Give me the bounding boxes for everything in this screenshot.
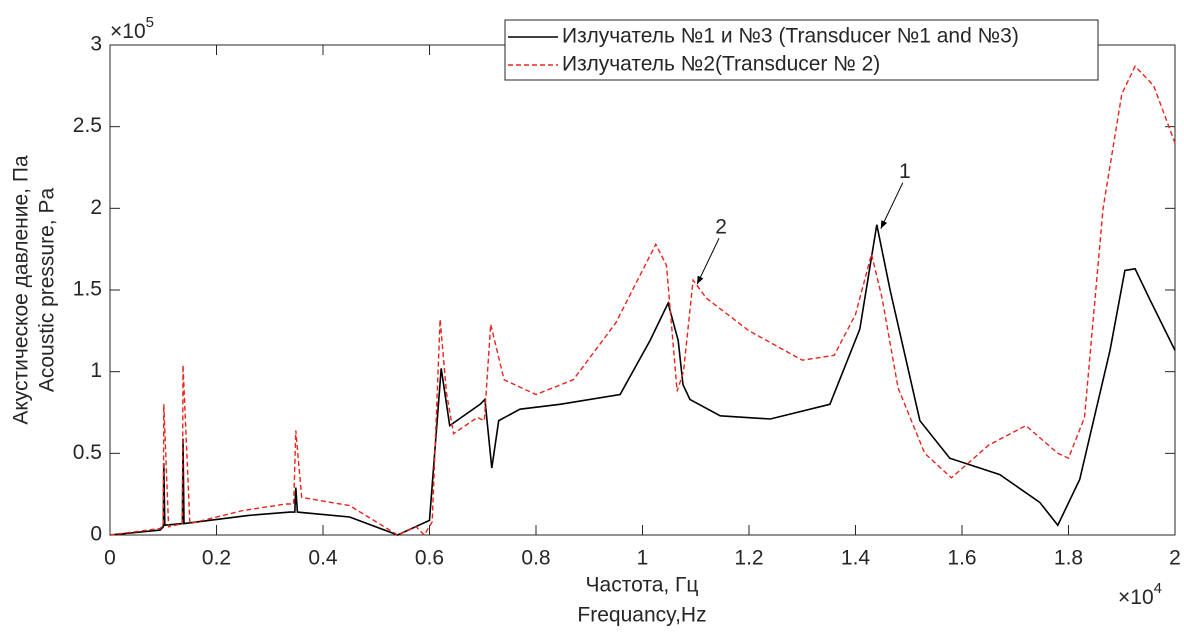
y-tick-label: 2 <box>90 196 102 219</box>
legend-label: Излучатель №1 и №3 (Transducer №1 and №3… <box>562 25 1019 48</box>
x-tick-label: 1.2 <box>734 547 763 570</box>
annotation-text: 1 <box>899 160 911 183</box>
x-tick-label: 1.4 <box>841 547 871 570</box>
multiplier-base: ×10 <box>110 20 146 43</box>
y-tick-label: 2.5 <box>73 114 102 137</box>
x-tick-label: 0.4 <box>308 547 338 570</box>
multiplier-exponent: 5 <box>146 14 154 31</box>
axis-multiplier: ×104 <box>1118 580 1162 609</box>
axis-multiplier: ×105 <box>110 14 154 43</box>
annotation-text: 2 <box>715 216 727 239</box>
multiplier-base: ×10 <box>1118 586 1154 609</box>
x-tick-label: 2 <box>1169 547 1181 570</box>
y-tick-label: 0.5 <box>73 441 102 464</box>
series-line <box>109 64 1176 537</box>
series-line <box>109 224 1176 536</box>
y-axis-label: Acoustic pressure, Pa <box>36 188 59 393</box>
x-tick-label: 1.6 <box>947 547 976 570</box>
x-axis-label: Frequancy,Hz <box>577 604 706 627</box>
x-tick-label: 0.8 <box>521 547 550 570</box>
multiplier-exponent: 4 <box>1154 580 1162 597</box>
x-tick-label: 0 <box>104 547 116 570</box>
y-tick-label: 0 <box>90 523 102 546</box>
legend-box <box>504 19 1099 81</box>
y-tick-label: 1.5 <box>73 278 102 301</box>
x-tick-label: 0.2 <box>202 547 231 570</box>
y-tick-label: 3 <box>90 33 102 56</box>
x-tick-label: 0.6 <box>415 547 444 570</box>
annotation-arrow <box>880 182 904 229</box>
axes-box <box>109 44 1176 536</box>
x-tick-label: 1 <box>637 547 649 570</box>
legend-label: Излучатель №2(Transducer № 2) <box>562 53 880 76</box>
y-tick-label: 1 <box>90 359 102 382</box>
annotation-arrow <box>696 237 720 285</box>
x-axis-label: Частота, Гц <box>586 574 699 597</box>
x-tick-label: 1.8 <box>1054 547 1083 570</box>
y-axis-label: Акустическое давление, Па <box>10 155 33 425</box>
